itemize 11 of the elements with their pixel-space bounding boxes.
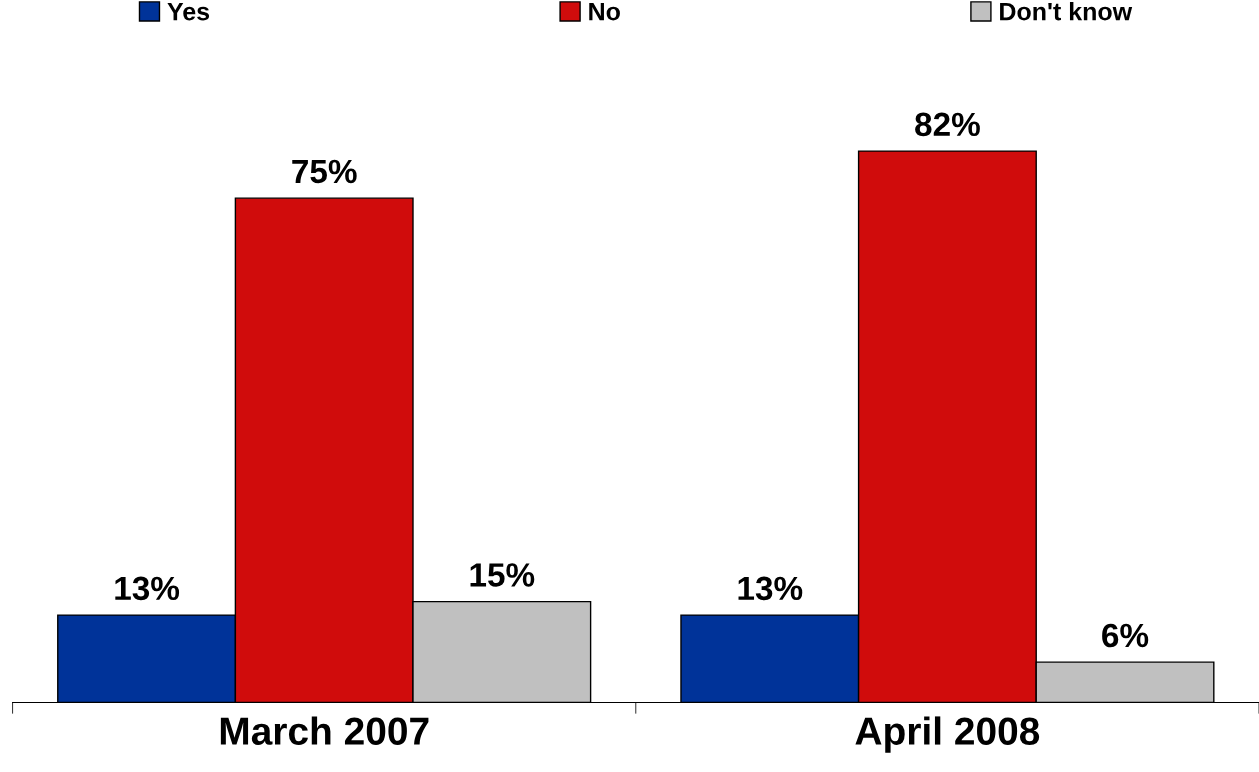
- data-label: 82%: [915, 112, 980, 137]
- legend-label: Don't know: [1000, 2, 1133, 21]
- x-tick-label: March 2007: [220, 716, 429, 745]
- data-label: 6%: [1102, 623, 1149, 648]
- x-tick-label: April 2008: [855, 716, 1040, 753]
- legend-label: No: [589, 2, 620, 21]
- data-label: 75%: [292, 159, 357, 184]
- data-label: 13%: [115, 576, 180, 601]
- legend-label: Yes: [167, 2, 210, 21]
- data-label: 15%: [470, 563, 535, 587]
- data-label: 13%: [738, 576, 803, 601]
